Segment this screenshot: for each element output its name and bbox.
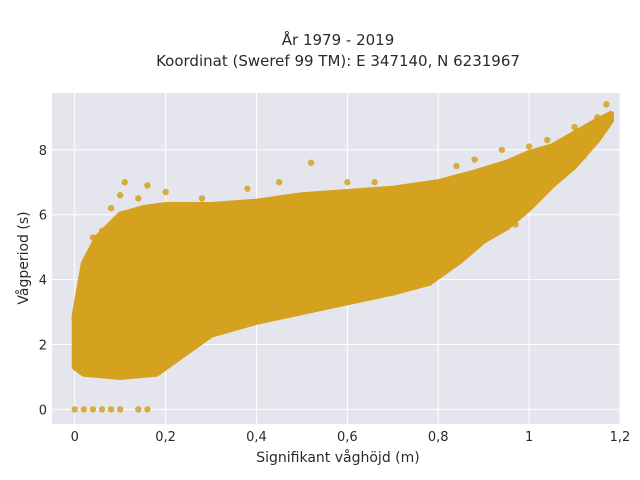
data-point: [116, 192, 124, 199]
data-point: [71, 357, 78, 364]
data-point: [580, 153, 587, 160]
data-point: [253, 315, 260, 322]
data-point: [594, 114, 601, 121]
data-point: [135, 406, 142, 413]
y-tick-label: 2: [39, 338, 47, 353]
x-tick-label: 0,8: [428, 430, 449, 445]
data-point: [89, 234, 97, 241]
data-point: [162, 357, 169, 364]
data-point: [480, 237, 487, 244]
chart-title-line2: Koordinat (Sweref 99 TM): E 347140, N 62…: [156, 52, 520, 70]
data-point: [226, 321, 233, 329]
data-point: [71, 406, 78, 413]
data-point: [80, 406, 88, 413]
data-point: [307, 159, 315, 166]
data-point: [98, 227, 106, 235]
data-point: [525, 143, 533, 150]
data-point: [498, 146, 506, 153]
x-axis-label: Signifikant våghöjd (m): [256, 449, 419, 466]
data-point: [126, 370, 133, 377]
data-point: [462, 250, 469, 257]
x-tick-label: 0,2: [155, 430, 176, 445]
data-point: [144, 406, 151, 413]
data-point: [353, 295, 360, 303]
data-point: [244, 185, 251, 192]
data-point: [453, 162, 460, 170]
data-point: [425, 279, 433, 287]
data-point: [89, 370, 97, 377]
data-point: [207, 328, 215, 335]
chart-title-line1: År 1979 - 2019: [282, 30, 395, 49]
data-point: [116, 406, 124, 413]
data-point: [85, 256, 92, 264]
data-point: [153, 364, 160, 371]
data-point: [144, 367, 151, 374]
data-point: [603, 101, 610, 108]
data-point: [107, 205, 115, 212]
data-point: [276, 179, 283, 186]
data-point: [135, 195, 142, 202]
data-point: [557, 172, 565, 179]
data-point: [321, 302, 328, 309]
x-tick-labels: 0 0,2 0,4 0,6 0,8 1 1,2: [71, 430, 631, 445]
data-point: [512, 221, 519, 228]
y-tick-label: 8: [39, 144, 47, 159]
data-point: [107, 406, 115, 413]
data-point: [71, 338, 78, 345]
data-point: [144, 182, 151, 189]
x-tick-label: 1,2: [610, 430, 631, 445]
data-point: [371, 179, 378, 186]
data-point: [80, 367, 88, 374]
data-point: [607, 110, 615, 118]
y-tick-label: 6: [39, 209, 47, 224]
data-point: [344, 179, 351, 186]
data-point: [189, 338, 197, 345]
x-tick-label: 0: [71, 430, 79, 445]
data-point: [71, 315, 78, 322]
data-point: [98, 406, 106, 413]
y-axis-label: Vågperiod (s): [15, 211, 32, 304]
y-tick-labels: 0 2 4 6 8: [39, 144, 47, 419]
data-point: [171, 347, 178, 355]
data-point: [116, 370, 124, 377]
y-tick-label: 4: [39, 274, 47, 289]
y-tick-label: 0: [39, 403, 47, 418]
data-point: [544, 136, 551, 144]
data-point: [80, 292, 88, 300]
data-point: [94, 328, 101, 335]
data-point: [471, 156, 478, 163]
data-point: [135, 367, 142, 374]
data-point: [162, 188, 169, 196]
data-point: [289, 308, 297, 316]
data-point: [121, 179, 128, 186]
data-point: [198, 195, 206, 202]
data-point: [412, 182, 419, 189]
data-point: [389, 289, 396, 296]
x-tick-label: 0,4: [246, 430, 267, 445]
data-point: [435, 266, 442, 274]
x-tick-label: 0,6: [337, 430, 358, 445]
data-point: [571, 123, 578, 131]
data-point: [89, 406, 97, 413]
data-point: [535, 195, 542, 202]
x-tick-label: 1: [525, 430, 533, 445]
data-point: [107, 370, 115, 377]
data-points: [71, 101, 615, 413]
